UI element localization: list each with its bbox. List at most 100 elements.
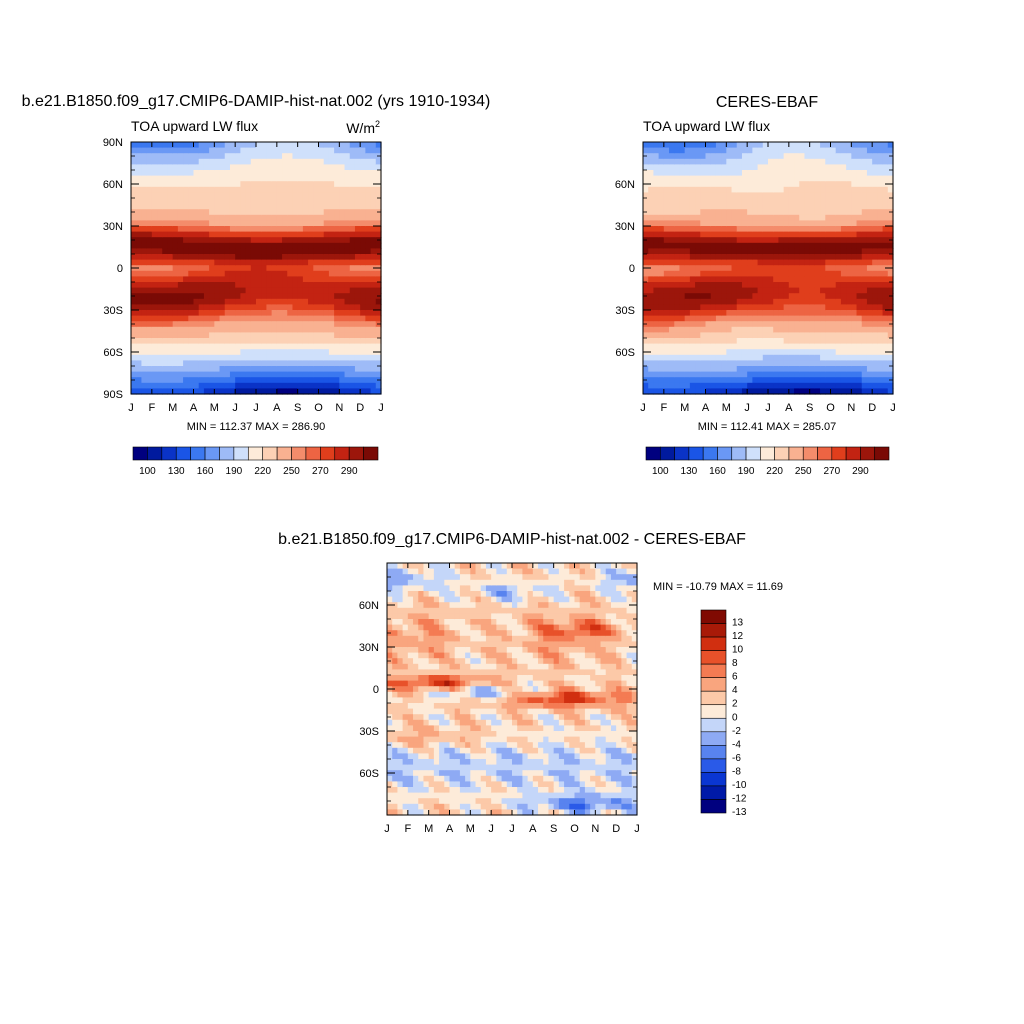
heat-cell: [679, 332, 686, 339]
heat-cell: [418, 747, 425, 754]
heat-cell: [136, 321, 143, 328]
heat-cell: [433, 579, 440, 586]
heat-cell: [402, 703, 409, 710]
heat-cell: [392, 619, 399, 626]
heat-cell: [276, 304, 283, 311]
heat-cell: [689, 231, 696, 238]
heat-cell: [375, 310, 382, 317]
heat-cell: [162, 366, 169, 373]
heat-cell: [809, 142, 816, 149]
heat-cell: [710, 214, 717, 221]
heat-cell: [271, 242, 278, 249]
heat-cell: [198, 270, 205, 277]
heat-cell: [203, 147, 210, 154]
heat-cell: [297, 254, 304, 261]
heat-cell: [141, 293, 148, 300]
heat-cell: [752, 220, 759, 227]
heat-cell: [695, 304, 701, 311]
heat-cell: [141, 298, 148, 305]
heat-cell: [741, 321, 748, 328]
heat-cell: [872, 214, 878, 221]
heat-cell: [203, 192, 210, 199]
heat-cell: [794, 287, 800, 294]
heat-cell: [167, 231, 174, 238]
heat-cell: [747, 354, 753, 361]
heat-cell: [287, 147, 294, 154]
heat-cell: [214, 270, 221, 277]
heat-cell: [788, 293, 795, 300]
heat-cell: [804, 220, 811, 227]
heat-cell: [721, 366, 727, 373]
heat-cell: [198, 237, 205, 244]
heat-cell: [240, 170, 247, 177]
heat-cell: [877, 198, 884, 205]
heat-cell: [240, 259, 247, 266]
heat-cell: [433, 635, 440, 642]
heat-cell: [292, 147, 299, 154]
heat-cell: [188, 175, 195, 182]
x-tick-label: J: [378, 402, 384, 414]
heat-cell: [866, 186, 873, 193]
heat-cell: [814, 338, 821, 345]
heat-cell: [203, 158, 210, 165]
colorbar-swatch: [175, 446, 191, 461]
heat-cell: [387, 579, 393, 586]
heat-cell: [418, 731, 425, 738]
heat-cell: [768, 259, 774, 266]
heat-cell: [219, 198, 226, 205]
heat-cell: [136, 265, 143, 272]
heat-cell: [162, 142, 169, 149]
heat-cell: [783, 349, 790, 356]
heat-cell: [250, 265, 257, 272]
heat-cell: [658, 142, 665, 149]
heat-cell: [318, 388, 325, 395]
heat-cell: [240, 321, 247, 328]
heat-cell: [271, 175, 278, 182]
heat-cell: [282, 203, 288, 210]
heat-cell: [402, 647, 409, 654]
heat-cell: [882, 142, 889, 149]
heat-cell: [669, 214, 675, 221]
heat-cell: [203, 226, 210, 233]
heat-cell: [846, 326, 852, 333]
heat-cell: [799, 153, 806, 160]
heat-cell: [778, 147, 785, 154]
heat-cell: [825, 214, 832, 221]
heat-cell: [271, 186, 278, 193]
heat-cell: [653, 192, 660, 199]
heat-cell: [397, 775, 404, 782]
heat-cell: [846, 287, 852, 294]
heat-cell: [365, 170, 372, 177]
heat-cell: [835, 242, 842, 249]
heat-cell: [323, 198, 330, 205]
heat-cell: [177, 371, 184, 378]
heat-cell: [773, 276, 780, 283]
heat-cell: [689, 354, 696, 361]
heat-cell: [736, 265, 743, 272]
colorbar-label: 220: [766, 466, 783, 477]
heat-cell: [402, 652, 409, 659]
heat-cell: [428, 703, 435, 710]
heat-cell: [866, 226, 873, 233]
heat-cell: [814, 214, 821, 221]
heat-cell: [387, 787, 393, 794]
heat-cell: [658, 310, 665, 317]
heat-cell: [794, 360, 800, 367]
heat-cell: [261, 265, 268, 272]
heat-cell: [229, 382, 236, 389]
heat-cell: [710, 343, 717, 350]
heat-cell: [203, 175, 210, 182]
heat-cell: [146, 192, 153, 199]
heat-cell: [256, 315, 262, 322]
heat-cell: [360, 388, 366, 395]
heat-cell: [172, 377, 179, 384]
heat-cell: [172, 192, 179, 199]
heat-cell: [392, 663, 399, 670]
heat-cell: [297, 270, 304, 277]
heat-cell: [778, 270, 785, 277]
heat-cell: [773, 186, 780, 193]
heat-cell: [323, 242, 330, 249]
heat-cell: [788, 315, 795, 322]
heat-cell: [768, 354, 774, 361]
